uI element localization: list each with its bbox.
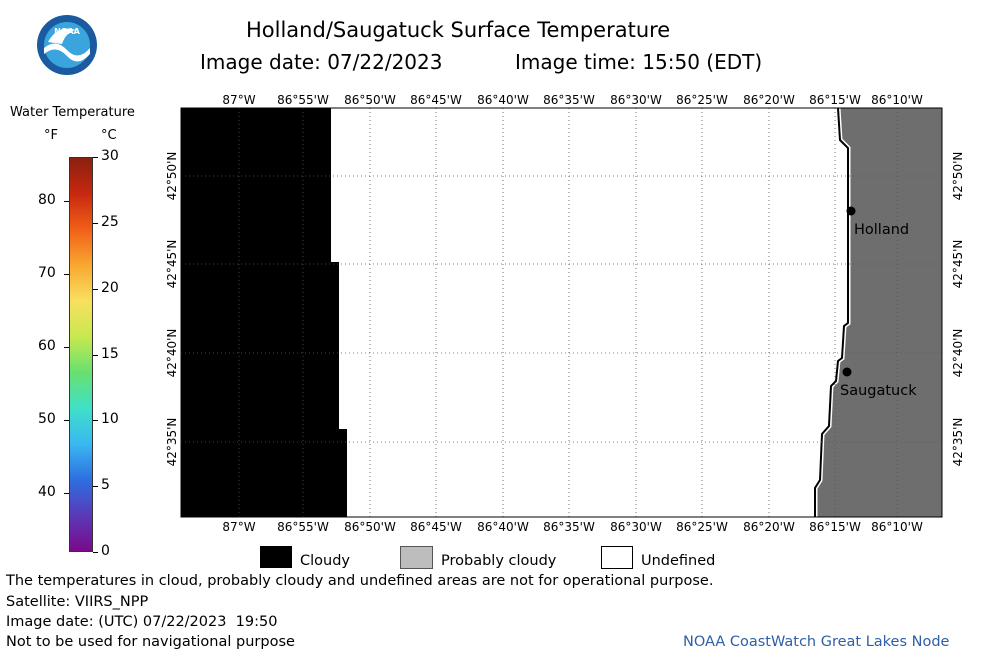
lat-label-left: 42°35'N <box>165 418 179 467</box>
image-time: Image time: 15:50 (EDT) <box>515 50 763 74</box>
colorbar-c-tick-label: 15 <box>101 345 119 362</box>
colorbar-f-tick-label: 40 <box>38 484 56 501</box>
legend-cloudy-label: Cloudy <box>300 553 350 569</box>
lon-label-top: 86°45'W <box>410 93 462 107</box>
lat-label-left: 42°50'N <box>165 152 179 201</box>
colorbar-c-tickmark <box>93 222 98 224</box>
lon-label-bottom: 86°25'W <box>676 520 728 534</box>
lon-label-bottom: 86°20'W <box>743 520 795 534</box>
utc-date: Image date: (UTC) 07/22/2023 19:50 <box>6 614 278 630</box>
colorbar <box>69 157 93 552</box>
lon-label-top: 86°30'W <box>610 93 662 107</box>
lon-label-bottom: 86°10'W <box>871 520 923 534</box>
colorbar-unit-f: °F <box>44 128 58 143</box>
lon-label-bottom: 86°30'W <box>610 520 662 534</box>
colorbar-unit-c: °C <box>101 128 117 143</box>
legend-undefined-label: Undefined <box>641 553 716 569</box>
lon-label-top: 86°55'W <box>277 93 329 107</box>
legend-undefined-swatch <box>601 546 633 569</box>
navigation-warning: Not to be used for navigational purpose <box>6 634 295 650</box>
colorbar-c-tick-label: 0 <box>101 543 110 559</box>
legend-probably-cloudy-label: Probably cloudy <box>441 553 557 569</box>
noaa-logo-text: NOAA <box>54 27 80 36</box>
colorbar-f-tick-label: 50 <box>38 411 56 428</box>
colorbar-f-tickmark <box>64 347 69 349</box>
lon-label-bottom: 86°15'W <box>809 520 861 534</box>
lon-label-top: 86°35'W <box>543 93 595 107</box>
lon-label-top: 87°W <box>222 93 255 107</box>
lon-label-top: 86°15'W <box>809 93 861 107</box>
map-frame <box>180 107 943 518</box>
noaa-logo: NOAA <box>37 15 97 75</box>
lon-label-bottom: 86°45'W <box>410 520 462 534</box>
lon-label-top: 86°50'W <box>344 93 396 107</box>
colorbar-f-tickmark <box>64 274 69 276</box>
lat-label-right: 42°50'N <box>951 152 965 201</box>
colorbar-c-tick-label: 5 <box>101 477 110 494</box>
colorbar-c-tickmark <box>93 288 98 290</box>
lat-label-right: 42°35'N <box>951 418 965 467</box>
legend-cloudy-swatch <box>260 546 292 568</box>
image-date: Image date: 07/22/2023 <box>200 50 443 74</box>
page-title: Holland/Saugatuck Surface Temperature <box>246 18 671 42</box>
lon-label-top: 86°40'W <box>477 93 529 107</box>
colorbar-c-tickmark <box>93 354 98 356</box>
city-label: Saugatuck <box>840 383 917 399</box>
colorbar-f-tickmark <box>64 420 69 422</box>
colorbar-f-tick-label: 60 <box>38 338 56 355</box>
lat-label-left: 42°45'N <box>165 240 179 289</box>
colorbar-c-tickmark <box>93 486 98 488</box>
legend-probably-cloudy-swatch <box>400 546 433 569</box>
lon-label-top: 86°10'W <box>871 93 923 107</box>
colorbar-c-tickmark <box>93 420 98 422</box>
colorbar-c-tickmark <box>93 552 98 553</box>
colorbar-title: Water Temperature <box>10 105 135 120</box>
colorbar-f-tick-label: 70 <box>38 265 56 282</box>
lat-label-right: 42°45'N <box>951 240 965 289</box>
lon-label-bottom: 86°40'W <box>477 520 529 534</box>
coastline <box>814 107 849 517</box>
lon-label-bottom: 86°35'W <box>543 520 595 534</box>
lon-label-bottom: 86°55'W <box>277 520 329 534</box>
colorbar-c-tick-label: 30 <box>101 148 119 164</box>
colorbar-f-tickmark <box>64 200 69 202</box>
disclaimer: The temperatures in cloud, probably clou… <box>6 573 714 589</box>
colorbar-f-tick-label: 80 <box>38 191 56 208</box>
colorbar-c-tick-label: 25 <box>101 213 119 230</box>
land-area <box>815 108 942 517</box>
lat-label-right: 42°40'N <box>951 329 965 378</box>
colorbar-f-tickmark <box>64 493 69 495</box>
city-label: Holland <box>854 222 909 238</box>
lon-label-bottom: 86°50'W <box>344 520 396 534</box>
lat-label-left: 42°40'N <box>165 329 179 378</box>
colorbar-c-tick-label: 10 <box>101 411 119 428</box>
colorbar-c-tick-label: 20 <box>101 279 119 296</box>
colorbar-c-tickmark <box>93 157 98 158</box>
lon-label-bottom: 87°W <box>222 520 255 534</box>
lon-label-top: 86°20'W <box>743 93 795 107</box>
lon-label-top: 86°25'W <box>676 93 728 107</box>
coastwatch-credit-link[interactable]: NOAA CoastWatch Great Lakes Node <box>683 634 950 650</box>
city-marker <box>846 206 856 216</box>
city-marker <box>842 367 852 377</box>
satellite-label: Satellite: VIIRS_NPP <box>6 594 149 610</box>
cloudy-area <box>181 108 347 517</box>
